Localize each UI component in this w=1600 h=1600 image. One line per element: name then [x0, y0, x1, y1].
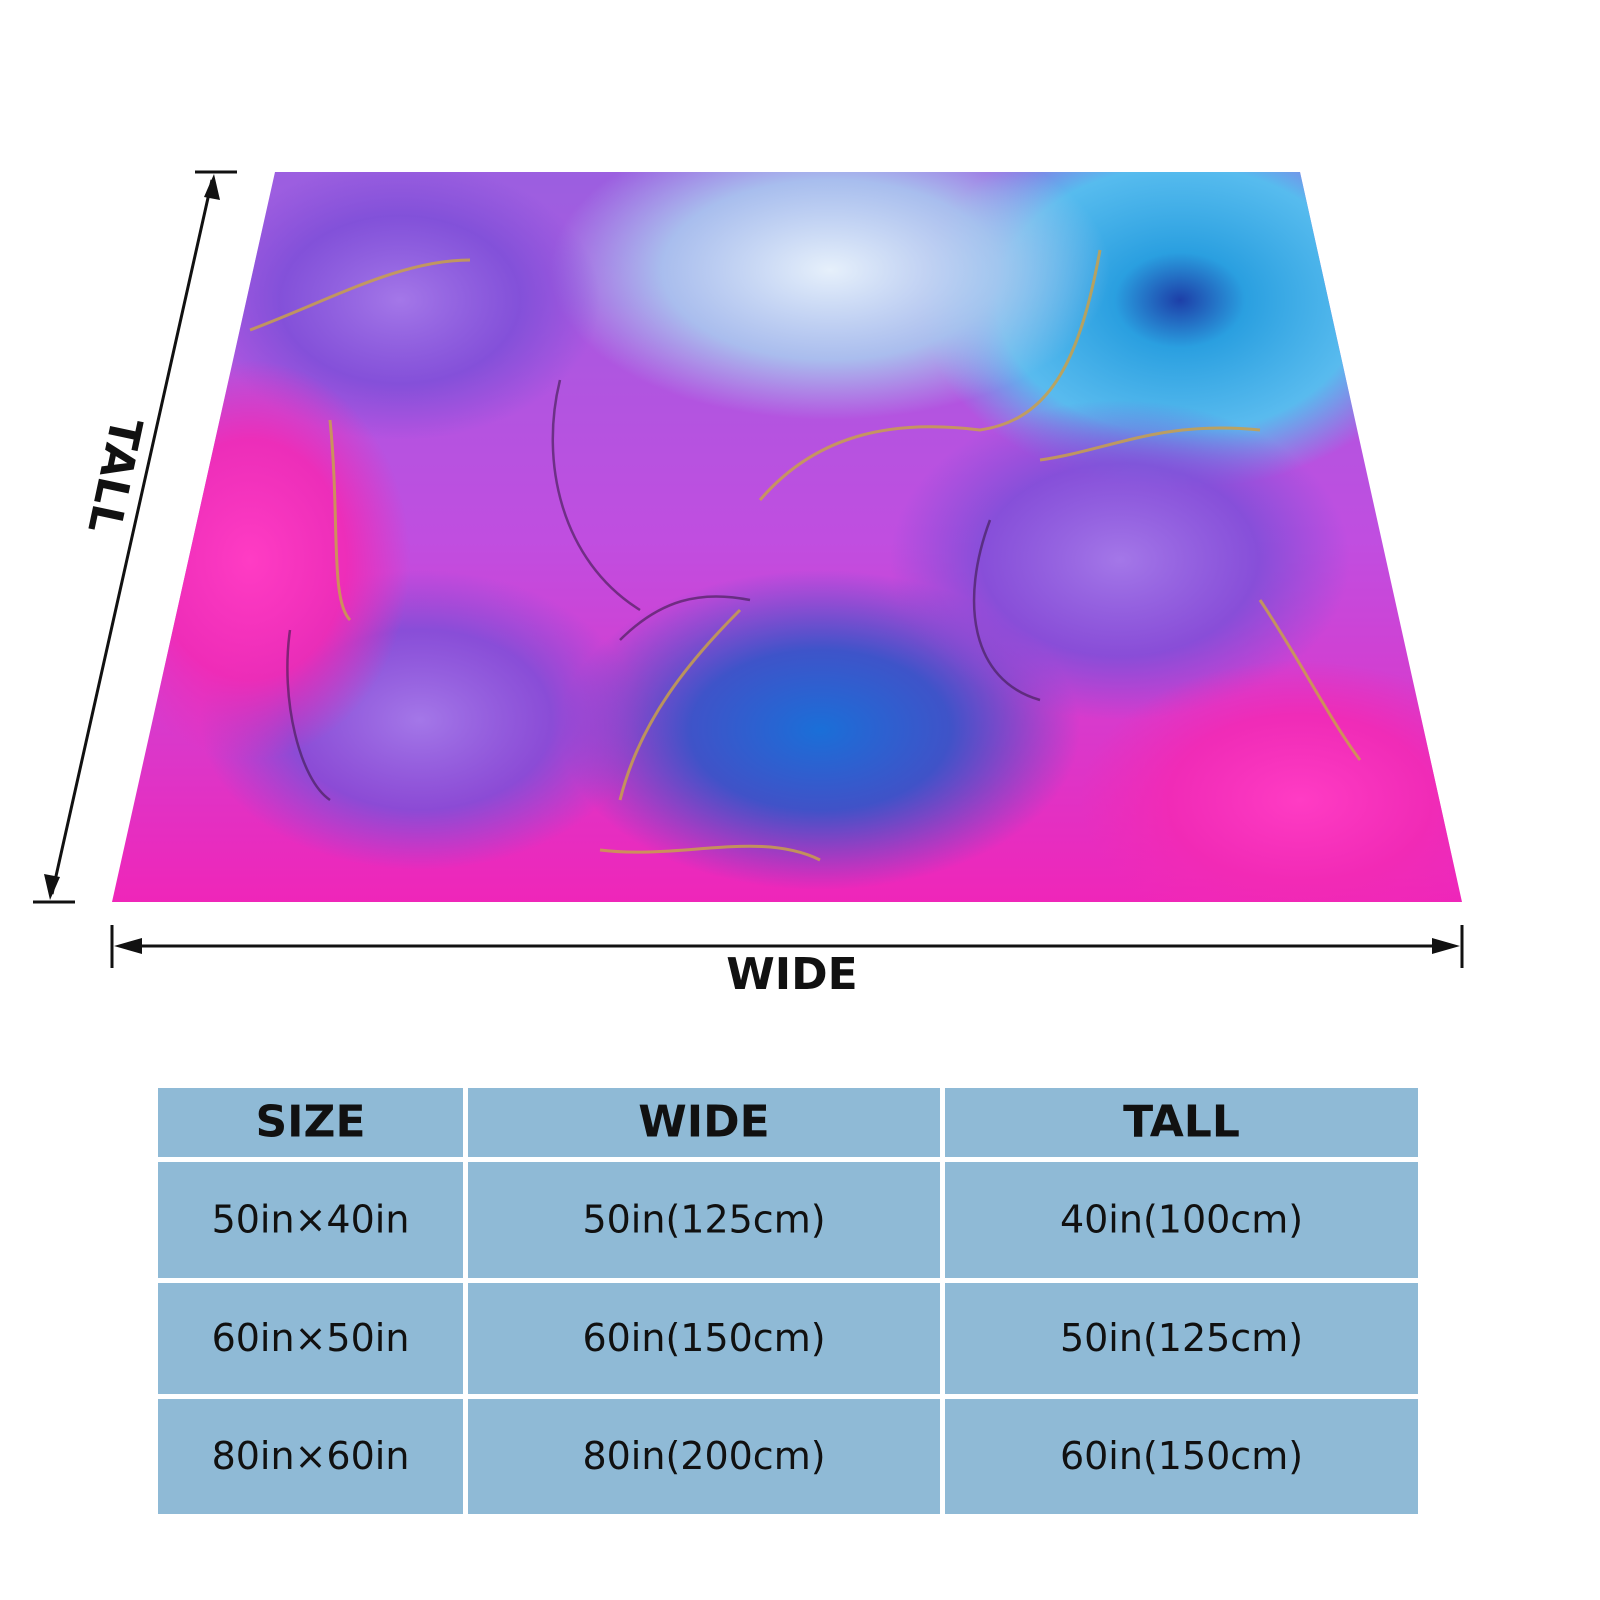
table-cell — [158, 1399, 463, 1514]
cell-text: 80in×60in — [212, 1434, 410, 1478]
cell-text: 60in(150cm) — [1060, 1434, 1303, 1478]
table-cell — [945, 1399, 1418, 1514]
arrow-head — [1432, 938, 1460, 954]
table-cell — [468, 1088, 940, 1157]
table-cell — [158, 1283, 463, 1394]
arrow-head — [114, 938, 142, 954]
wide-dimension — [110, 925, 1464, 968]
cell-text: 80in(200cm) — [582, 1434, 825, 1478]
table-cell — [945, 1162, 1418, 1278]
cell-text: 40in(100cm) — [1060, 1198, 1303, 1242]
cell-text: 50in(125cm) — [1060, 1316, 1303, 1360]
blanket — [112, 172, 1462, 902]
table-cell — [945, 1283, 1418, 1394]
cell-text: 50in(125cm) — [582, 1198, 825, 1242]
header-text: TALL — [1123, 1097, 1240, 1148]
tall-dimension — [33, 170, 237, 904]
arrow-line — [50, 179, 214, 895]
cell-text: 60in×50in — [212, 1316, 410, 1360]
table-cell — [158, 1162, 463, 1278]
wide-label: WIDE — [726, 949, 857, 1000]
table-cell — [945, 1088, 1418, 1157]
size-table: SIZE WIDE TALL 50in×40in 50in(125cm) 40in(100… — [158, 1088, 1418, 1514]
cell-text: 50in×40in — [212, 1198, 410, 1242]
table-cell — [468, 1283, 940, 1394]
arrow-head — [204, 174, 220, 200]
table-cell — [158, 1088, 463, 1157]
arrow-head — [44, 874, 60, 900]
header-text: SIZE — [255, 1097, 365, 1148]
table-cell — [468, 1162, 940, 1278]
header-text: WIDE — [638, 1097, 769, 1148]
table-cell — [468, 1399, 940, 1514]
cell-text: 60in(150cm) — [582, 1316, 825, 1360]
tall-label: TALL — [77, 413, 151, 538]
